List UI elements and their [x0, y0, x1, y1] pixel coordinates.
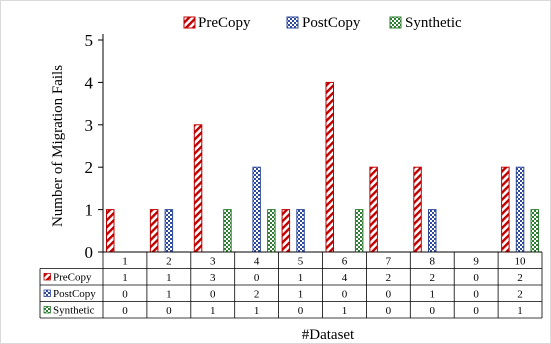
table-cell: 0: [122, 289, 128, 301]
table-cell: 1: [298, 272, 304, 284]
table-cell: 0: [386, 305, 392, 317]
table-cell: 3: [210, 272, 216, 284]
bars-layer: [106, 81, 539, 253]
table-cell: 2: [254, 289, 260, 301]
x-axis-title: #Dataset: [302, 327, 355, 343]
bar-precopy-1: [106, 209, 115, 253]
table-legend-key-postcopy: [43, 289, 51, 297]
y-tick-label: 1: [85, 201, 94, 220]
table-cell: 4: [342, 272, 348, 284]
table-cell: 0: [298, 305, 304, 317]
table-cell: 1: [298, 289, 304, 301]
table-legend-key-precopy: [43, 273, 51, 281]
x-tick-label: 7: [386, 256, 392, 268]
bar-precopy-3: [193, 124, 203, 253]
table-cell: 2: [386, 272, 392, 284]
y-axis-title: Number of Migration Fails: [50, 65, 66, 227]
bar-synthetic-6: [354, 209, 364, 253]
x-tick-label: 5: [298, 256, 304, 268]
table-cell: 2: [430, 272, 436, 284]
bar-synthetic-10: [530, 209, 539, 253]
table-cell: 1: [166, 289, 172, 301]
x-tick-label: 4: [254, 256, 260, 268]
table-row-label-postcopy: PostCopy: [53, 288, 96, 300]
table-cell: 0: [473, 289, 479, 301]
table-cell: 1: [430, 289, 436, 301]
x-tick-label: 2: [166, 256, 172, 268]
bar-postcopy-8: [428, 209, 437, 253]
legend-label-precopy: PreCopy: [198, 15, 251, 31]
table-cell: 0: [166, 305, 172, 317]
bar-synthetic-4: [267, 209, 276, 253]
table-cell: 1: [342, 305, 348, 317]
table-row-label-precopy: PreCopy: [53, 272, 92, 284]
table-cell: 2: [517, 289, 523, 301]
bar-synthetic-3: [223, 209, 232, 253]
table-cell: 0: [254, 272, 260, 284]
y-tick-label: 2: [85, 158, 94, 177]
legend-swatch-postcopy: [286, 16, 299, 29]
table-cell: 1: [166, 272, 172, 284]
table-cell: 0: [386, 289, 392, 301]
x-tick-label: 10: [515, 256, 527, 268]
bar-postcopy-5: [296, 209, 305, 253]
table-cell: 1: [122, 272, 128, 284]
table-row-label-synthetic: Synthetic: [53, 305, 95, 317]
bar-postcopy-2: [164, 209, 174, 253]
legend-label-synthetic: Synthetic: [405, 15, 462, 31]
y-tick-label: 3: [85, 116, 94, 135]
table-cell: 0: [473, 272, 479, 284]
x-tick-label: 9: [473, 256, 479, 268]
x-tick-label: 1: [122, 256, 128, 268]
x-tick-label: 6: [342, 256, 348, 268]
bar-postcopy-10: [515, 166, 525, 253]
bar-postcopy-4: [252, 166, 261, 253]
table-cell: 1: [210, 305, 216, 317]
x-tick-label: 8: [430, 256, 436, 268]
table-cell: 2: [517, 272, 523, 284]
legend: PreCopy PostCopy Synthetic: [183, 15, 462, 31]
table-cell: 0: [210, 289, 216, 301]
y-tick-label: 4: [85, 73, 94, 92]
table-legend-key-synthetic: [43, 306, 51, 314]
y-tick-label: 0: [85, 243, 94, 262]
bar-precopy-6: [325, 81, 334, 253]
bar-precopy-7: [369, 166, 378, 253]
table-cell: 0: [430, 305, 436, 317]
legend-swatch-synthetic: [389, 16, 402, 29]
bar-precopy-10: [501, 166, 510, 253]
table-cell: 0: [122, 305, 128, 317]
legend-label-postcopy: PostCopy: [302, 15, 361, 31]
x-tick-label: 3: [210, 256, 216, 268]
table-cell: 0: [473, 305, 479, 317]
table-cell: 0: [342, 289, 348, 301]
table-cell: 1: [254, 305, 260, 317]
table-cell: 1: [517, 305, 523, 317]
legend-swatch-precopy: [183, 16, 196, 29]
y-tick-label: 5: [85, 31, 94, 50]
bar-precopy-2: [149, 209, 159, 253]
bar-precopy-8: [413, 166, 422, 253]
bar-precopy-5: [281, 209, 291, 253]
